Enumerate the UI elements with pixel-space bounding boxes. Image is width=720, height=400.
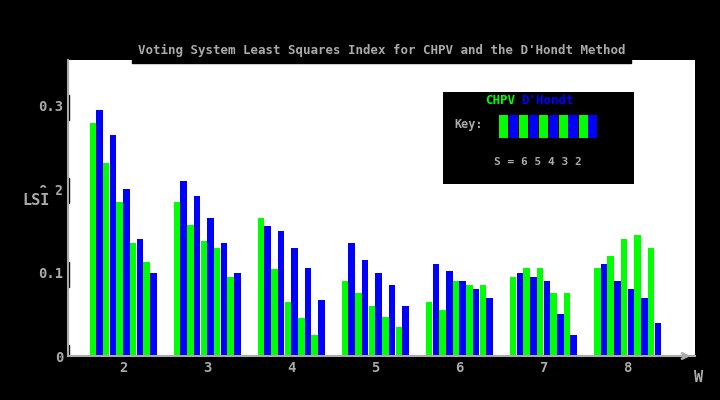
Bar bbox=[634, 235, 641, 356]
Bar bbox=[570, 335, 577, 356]
Bar bbox=[292, 248, 298, 356]
Bar bbox=[608, 256, 614, 356]
Bar bbox=[207, 218, 214, 356]
Bar bbox=[519, 115, 528, 138]
Bar bbox=[258, 218, 264, 356]
Bar bbox=[510, 277, 516, 356]
Bar bbox=[234, 273, 240, 356]
Bar bbox=[539, 115, 548, 138]
Bar bbox=[564, 294, 570, 356]
Bar bbox=[342, 281, 348, 356]
Bar bbox=[480, 285, 486, 356]
Bar bbox=[150, 273, 156, 356]
Bar bbox=[103, 162, 109, 356]
Bar bbox=[228, 277, 234, 356]
Bar bbox=[89, 122, 96, 356]
Bar bbox=[318, 300, 325, 356]
Bar bbox=[221, 244, 228, 356]
Bar bbox=[264, 226, 271, 356]
Bar bbox=[614, 281, 621, 356]
Bar bbox=[443, 92, 634, 109]
Bar bbox=[174, 202, 180, 356]
Bar bbox=[544, 281, 550, 356]
Bar bbox=[395, 327, 402, 356]
Bar bbox=[579, 115, 588, 138]
Bar bbox=[426, 302, 433, 356]
Bar bbox=[621, 239, 627, 356]
Bar bbox=[443, 140, 634, 184]
Bar bbox=[568, 115, 577, 138]
Text: CHPV: CHPV bbox=[485, 94, 516, 107]
Bar bbox=[528, 115, 538, 138]
Bar bbox=[530, 277, 536, 356]
Bar bbox=[123, 189, 130, 356]
Bar bbox=[143, 262, 150, 356]
Bar bbox=[200, 241, 207, 356]
Bar bbox=[433, 264, 439, 356]
Text: D'Hondt: D'Hondt bbox=[521, 94, 574, 107]
Bar bbox=[369, 306, 375, 356]
Bar bbox=[137, 239, 143, 356]
Bar bbox=[459, 281, 466, 356]
Bar bbox=[382, 317, 389, 356]
Y-axis label: LSI: LSI bbox=[22, 193, 50, 208]
Text: Key:: Key: bbox=[454, 118, 482, 131]
Bar bbox=[443, 109, 634, 140]
Bar bbox=[117, 202, 123, 356]
Bar bbox=[509, 115, 518, 138]
Bar bbox=[517, 273, 523, 356]
Bar bbox=[187, 225, 194, 356]
Bar bbox=[550, 294, 557, 356]
Bar bbox=[284, 302, 291, 356]
Bar bbox=[375, 273, 382, 356]
Bar bbox=[194, 196, 200, 356]
Bar bbox=[130, 243, 136, 356]
Bar bbox=[271, 269, 278, 356]
Text: W: W bbox=[695, 370, 703, 385]
Bar bbox=[473, 289, 480, 356]
Bar bbox=[600, 264, 607, 356]
Bar bbox=[537, 268, 544, 356]
Bar bbox=[298, 318, 305, 356]
Bar bbox=[523, 268, 530, 356]
Bar bbox=[348, 244, 355, 356]
Bar bbox=[487, 298, 493, 356]
Bar bbox=[499, 115, 508, 138]
Bar bbox=[559, 115, 568, 138]
Bar bbox=[628, 289, 634, 356]
Bar bbox=[557, 314, 564, 356]
Bar bbox=[594, 268, 600, 356]
Bar bbox=[214, 248, 220, 356]
Bar bbox=[278, 231, 284, 356]
Bar bbox=[549, 115, 558, 138]
Title: Voting System Least Squares Index for CHPV and the D'Hondt Method: Voting System Least Squares Index for CH… bbox=[138, 44, 626, 58]
Bar bbox=[109, 135, 116, 356]
Bar bbox=[641, 298, 647, 356]
Bar bbox=[402, 306, 409, 356]
Bar bbox=[648, 248, 654, 356]
Bar bbox=[453, 281, 459, 356]
Bar bbox=[439, 310, 446, 356]
Bar bbox=[305, 268, 311, 356]
Text: S = 6 5 4 3 2: S = 6 5 4 3 2 bbox=[495, 157, 582, 167]
Bar bbox=[180, 181, 187, 356]
Bar bbox=[389, 285, 395, 356]
Bar bbox=[355, 293, 361, 356]
Bar bbox=[467, 285, 473, 356]
Bar bbox=[654, 323, 661, 356]
Bar bbox=[588, 115, 598, 138]
Bar bbox=[446, 271, 453, 356]
Bar bbox=[362, 260, 369, 356]
Bar bbox=[312, 335, 318, 356]
Bar bbox=[96, 110, 103, 356]
